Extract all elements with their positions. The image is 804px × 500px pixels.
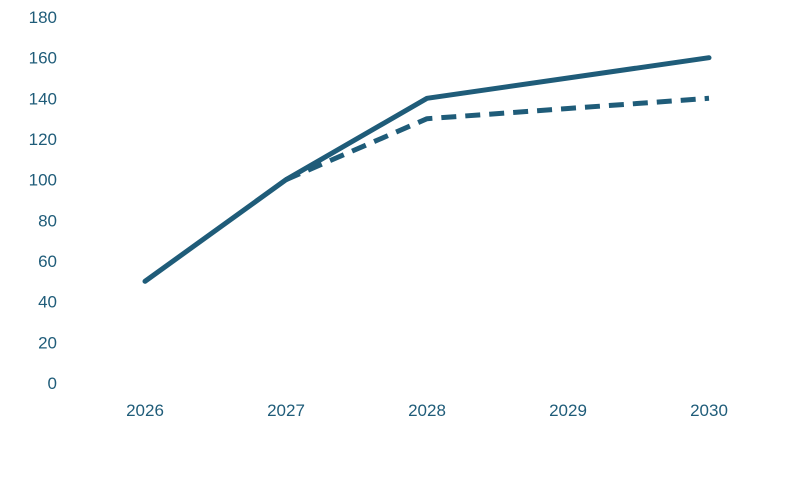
series-line-solid bbox=[142, 55, 712, 284]
y-tick-label: 140 bbox=[29, 89, 57, 108]
y-tick-label: 160 bbox=[29, 49, 57, 68]
y-tick-label: 180 bbox=[29, 8, 57, 27]
y-tick-label: 0 bbox=[48, 374, 57, 393]
y-tick-label: 100 bbox=[29, 171, 57, 190]
y-tick-label: 60 bbox=[38, 252, 57, 271]
y-axis: 0 20 40 60 80 100 120 140 160 180 bbox=[29, 8, 57, 393]
y-tick-label: 40 bbox=[38, 293, 57, 312]
x-tick-label: 2030 bbox=[690, 401, 728, 420]
x-tick-label: 2029 bbox=[549, 401, 587, 420]
x-tick-label: 2028 bbox=[408, 401, 446, 420]
y-tick-label: 20 bbox=[38, 333, 57, 352]
series-layer bbox=[142, 55, 712, 284]
series-line-dashed bbox=[285, 95, 710, 182]
y-tick-label: 120 bbox=[29, 130, 57, 149]
y-tick-label: 80 bbox=[38, 211, 57, 230]
x-axis: 2026 2027 2028 2029 2030 bbox=[126, 401, 728, 420]
x-tick-label: 2027 bbox=[267, 401, 305, 420]
x-tick-label: 2026 bbox=[126, 401, 164, 420]
